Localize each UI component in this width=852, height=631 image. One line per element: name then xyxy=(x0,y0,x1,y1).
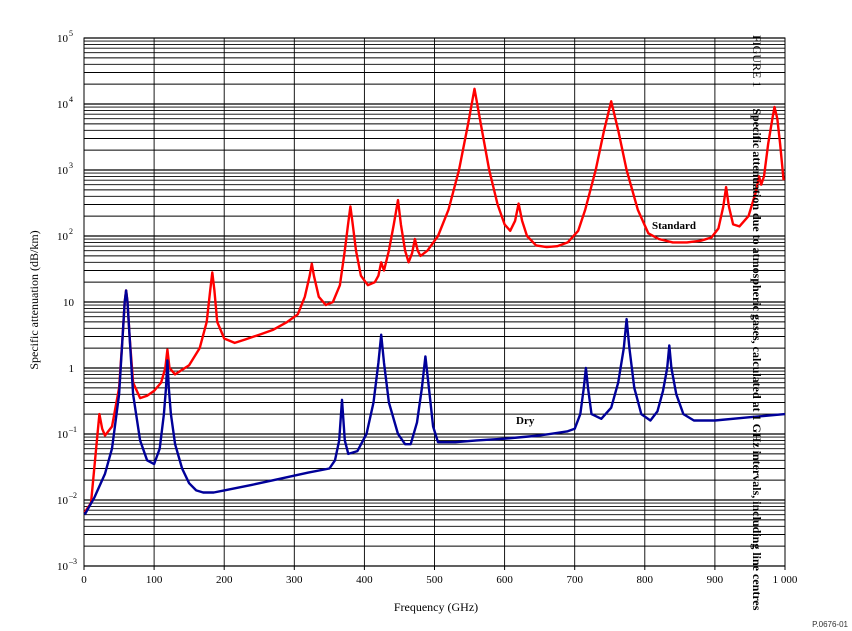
y-tick-label: 10 xyxy=(57,561,69,573)
figure-number: FIGURE 1 xyxy=(750,35,764,88)
y-tick-exponent: –2 xyxy=(68,491,77,500)
x-tick-label: 900 xyxy=(707,574,724,586)
y-tick-exponent: 3 xyxy=(69,161,73,170)
x-tick-label: 800 xyxy=(637,574,654,586)
y-tick-exponent: 2 xyxy=(69,227,73,236)
x-tick-label: 700 xyxy=(566,574,583,586)
y-tick-label: 10 xyxy=(57,99,69,111)
y-tick-label: 10 xyxy=(57,231,69,243)
x-tick-label: 500 xyxy=(426,574,443,586)
y-tick-exponent: –1 xyxy=(68,425,77,434)
x-axis-label: Frequency (GHz) xyxy=(394,600,478,614)
y-tick-label: 1 xyxy=(69,363,75,375)
y-tick-exponent: –3 xyxy=(68,557,77,566)
x-tick-label: 300 xyxy=(286,574,303,586)
series-line-standard xyxy=(83,87,785,513)
grid-lines xyxy=(83,37,786,567)
y-tick-label: 10 xyxy=(57,429,69,441)
series-layer xyxy=(83,87,786,516)
figure-caption: Specific attenuation due to atmospheric … xyxy=(750,108,764,611)
figure-title: FIGURE 1 Specific attenuation due to atm… xyxy=(744,35,764,610)
y-tick-label: 10 xyxy=(63,297,75,309)
x-tick-label: 1 000 xyxy=(773,574,798,586)
x-tick-label: 100 xyxy=(146,574,163,586)
y-tick-exponent: 5 xyxy=(69,29,73,38)
axes xyxy=(83,37,786,570)
series-line-dry xyxy=(83,289,786,516)
x-tick-label: 600 xyxy=(496,574,513,586)
y-tick-label: 10 xyxy=(57,33,69,45)
series-label-dry: Dry xyxy=(516,415,535,427)
y-tick-exponent: 4 xyxy=(69,95,73,104)
y-axis-label: Specific attenuation (dB/km) xyxy=(27,230,41,369)
x-tick-label: 200 xyxy=(216,574,233,586)
x-tick-labels: 0 100 200 300 400 500 600 700 800 900 1 000 xyxy=(81,574,798,586)
figure-code: P.0676-01 xyxy=(812,620,848,629)
x-tick-label: 400 xyxy=(356,574,373,586)
series-label-standard: Standard xyxy=(652,220,696,232)
x-tick-label: 0 xyxy=(81,574,87,586)
y-tick-label: 10 xyxy=(57,165,69,177)
y-tick-label: 10 xyxy=(57,495,69,507)
